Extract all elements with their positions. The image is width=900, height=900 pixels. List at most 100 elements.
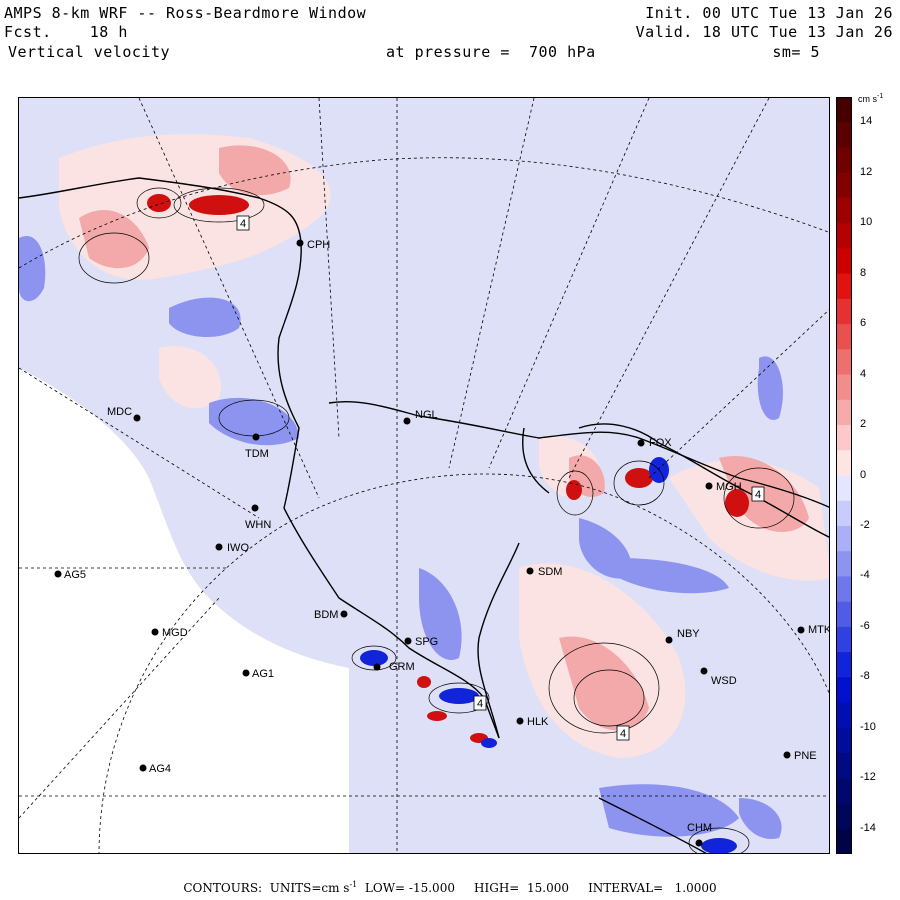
station-label: NBY — [677, 628, 700, 640]
variable-name: Vertical velocity — [8, 43, 171, 61]
colorbar-units: cm s-1 — [858, 93, 883, 104]
strong-ascent-cores — [147, 194, 749, 743]
vertical-velocity-map: 4 4 4 4 CPH MDC NGL TDM FOX WHN IWO AG5 … — [18, 97, 830, 854]
station-label: MDC — [107, 406, 132, 418]
colorbar-tick-label: 6 — [860, 317, 867, 330]
station-markers: CPH MDC NGL TDM FOX WHN IWO AG5 SDM BDM … — [54, 239, 830, 847]
colorbar-bin — [836, 349, 852, 376]
station-label: SPG — [415, 636, 438, 648]
station-label: CHM — [687, 822, 712, 834]
colorbar-bin — [836, 248, 852, 275]
units-text: cm s — [858, 94, 877, 104]
units-label: UNITS=cm s — [269, 881, 350, 895]
station-label: AG1 — [252, 668, 274, 680]
contour-info: CONTOURS: UNITS=cm s-1 LOW= -15.000 HIGH… — [0, 880, 900, 895]
interval-value: INTERVAL= 1.0000 — [588, 881, 717, 895]
colorbar-bin — [836, 122, 852, 148]
station-label: MGD — [162, 627, 188, 639]
map-canvas: 4 4 4 4 CPH MDC NGL TDM FOX WHN IWO AG5 … — [19, 98, 830, 853]
moderate-descent-shading — [19, 236, 783, 839]
station-label: HLK — [527, 716, 549, 728]
forecast-label: Fcst. — [4, 23, 52, 41]
colorbar-bin — [836, 551, 852, 577]
station-label: MGH — [716, 481, 742, 493]
colorbar-bin — [836, 626, 852, 653]
smoothing-value: sm= 5 — [772, 43, 820, 61]
colorbar-bin — [836, 172, 852, 199]
contour-label: 4 — [240, 218, 246, 230]
station-label: SDM — [538, 566, 562, 578]
contour-label: 4 — [755, 489, 761, 501]
station-label: AG5 — [64, 569, 86, 581]
colorbar-bin — [836, 425, 852, 451]
forecast-hour: Fcst. 18 h — [4, 24, 128, 41]
colorbar-bin — [836, 324, 852, 350]
colorbar-bin — [836, 399, 852, 426]
colorbar-tick-label: 0 — [860, 468, 867, 481]
valid-time: Valid. 18 UTC Tue 13 Jan 26 — [635, 23, 893, 41]
colorbar-bin — [836, 475, 852, 502]
colorbar-bin — [836, 803, 852, 830]
station-label: CPH — [307, 239, 330, 251]
station-label: BDM — [314, 609, 338, 621]
units-exponent: -1 — [877, 93, 884, 100]
colorbar-bin — [836, 500, 852, 527]
station-label: PNE — [794, 750, 817, 762]
colorbar-bin — [836, 677, 852, 704]
units-exponent: -1 — [349, 880, 358, 889]
colorbar-bin — [836, 223, 852, 249]
colorbar-tick-label: -14 — [860, 821, 876, 834]
map-title: AMPS 8-km WRF -- Ross-Beardmore Window — [4, 4, 367, 22]
coastline — [19, 177, 829, 853]
contour-label: 4 — [620, 728, 626, 740]
station-label: MTK — [808, 624, 830, 636]
colorbar-bin — [836, 147, 852, 174]
graticule — [19, 98, 829, 853]
contour-label: 4 — [477, 698, 483, 710]
station-label: AG4 — [149, 763, 171, 775]
colorbar-tick-label: -4 — [860, 569, 870, 582]
colorbar-bin — [836, 702, 852, 729]
colorbar-tick-label: 8 — [860, 266, 867, 279]
colorbar-tick-label: 2 — [860, 418, 867, 431]
init-time: Init. 00 UTC Tue 13 Jan 26 — [645, 4, 893, 22]
colorbar — [836, 97, 852, 854]
colorbar-tick-label: -2 — [860, 518, 870, 531]
colorbar-bin — [836, 753, 852, 779]
colorbar-bin — [836, 652, 852, 678]
colorbar-tick-label: -8 — [860, 670, 870, 683]
contours-label: CONTOURS: — [183, 881, 263, 895]
colorbar-tick-label: 10 — [860, 216, 873, 229]
colorbar-tick-label: 14 — [860, 115, 873, 128]
colorbar-bin — [836, 778, 852, 805]
station-label: TDM — [245, 448, 269, 460]
station-label: WSD — [711, 675, 737, 687]
high-value: HIGH= 15.000 — [474, 881, 569, 895]
colorbar-tick-label: -12 — [860, 771, 876, 784]
contour-value-labels: 4 4 4 4 — [236, 215, 765, 741]
pressure-level: at pressure = 700 hPa — [386, 43, 596, 61]
station-label: GRM — [389, 661, 415, 673]
colorbar-tick-label: 4 — [860, 367, 867, 380]
colorbar-bin — [836, 727, 852, 754]
colorbar-tick-label: -6 — [860, 619, 870, 632]
colorbar-tick-label: 12 — [860, 165, 873, 178]
colorbar-bin — [836, 450, 852, 476]
station-label: FOX — [649, 437, 672, 449]
colorbar-bin — [836, 273, 852, 300]
station-label: NGL — [415, 409, 438, 421]
colorbar-bin — [836, 601, 852, 628]
unshaded-region — [19, 368, 349, 853]
station-label: IWO — [227, 542, 249, 554]
colorbar-bin — [836, 97, 852, 123]
colorbar-bin — [836, 828, 852, 854]
colorbar-bin — [836, 374, 852, 401]
colorbar-border — [836, 97, 852, 854]
colorbar-bin — [836, 298, 852, 325]
colorbar-bin — [836, 525, 852, 552]
colorbar-bin — [836, 576, 852, 603]
colorbar-tick-label: -10 — [860, 720, 876, 733]
forecast-value: 18 h — [89, 23, 128, 41]
colorbar-bin — [836, 197, 852, 224]
low-value: LOW= -15.000 — [364, 881, 455, 895]
